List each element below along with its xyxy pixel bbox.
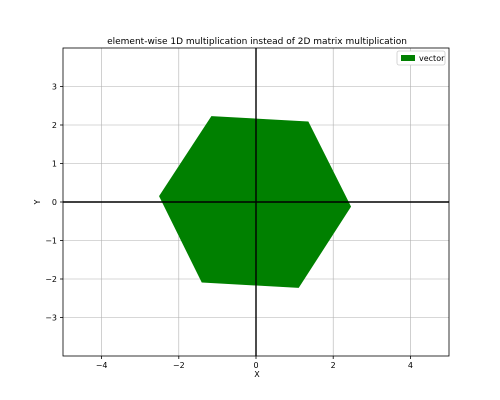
x-tick-label: −2 (173, 361, 185, 370)
legend: vector (396, 50, 446, 66)
zero-axes (63, 48, 449, 356)
y-axis-label: Y (33, 199, 42, 205)
x-tick-label: 4 (408, 361, 413, 370)
x-axis-label: X (254, 370, 260, 379)
x-tick-label: −4 (96, 361, 108, 370)
x-tick-label: 0 (253, 361, 258, 370)
y-tick-label: 3 (52, 83, 57, 92)
chart-title: element-wise 1D multiplication instead o… (107, 37, 407, 47)
y-tick-label: −2 (45, 275, 57, 284)
y-tick-label: −3 (45, 314, 57, 323)
y-tick-label: −1 (45, 237, 57, 246)
y-tick-label: 1 (52, 160, 57, 169)
legend-label-vector: vector (419, 54, 445, 63)
x-tick-label: 2 (331, 361, 336, 370)
legend-swatch-vector (401, 55, 415, 61)
legend-box (396, 50, 446, 66)
tick-marks-and-labels: −4 −2 0 2 4 −3 −2 −1 0 1 2 3 (45, 83, 413, 371)
y-tick-label: 0 (52, 198, 57, 207)
y-tick-label: 2 (52, 121, 57, 130)
